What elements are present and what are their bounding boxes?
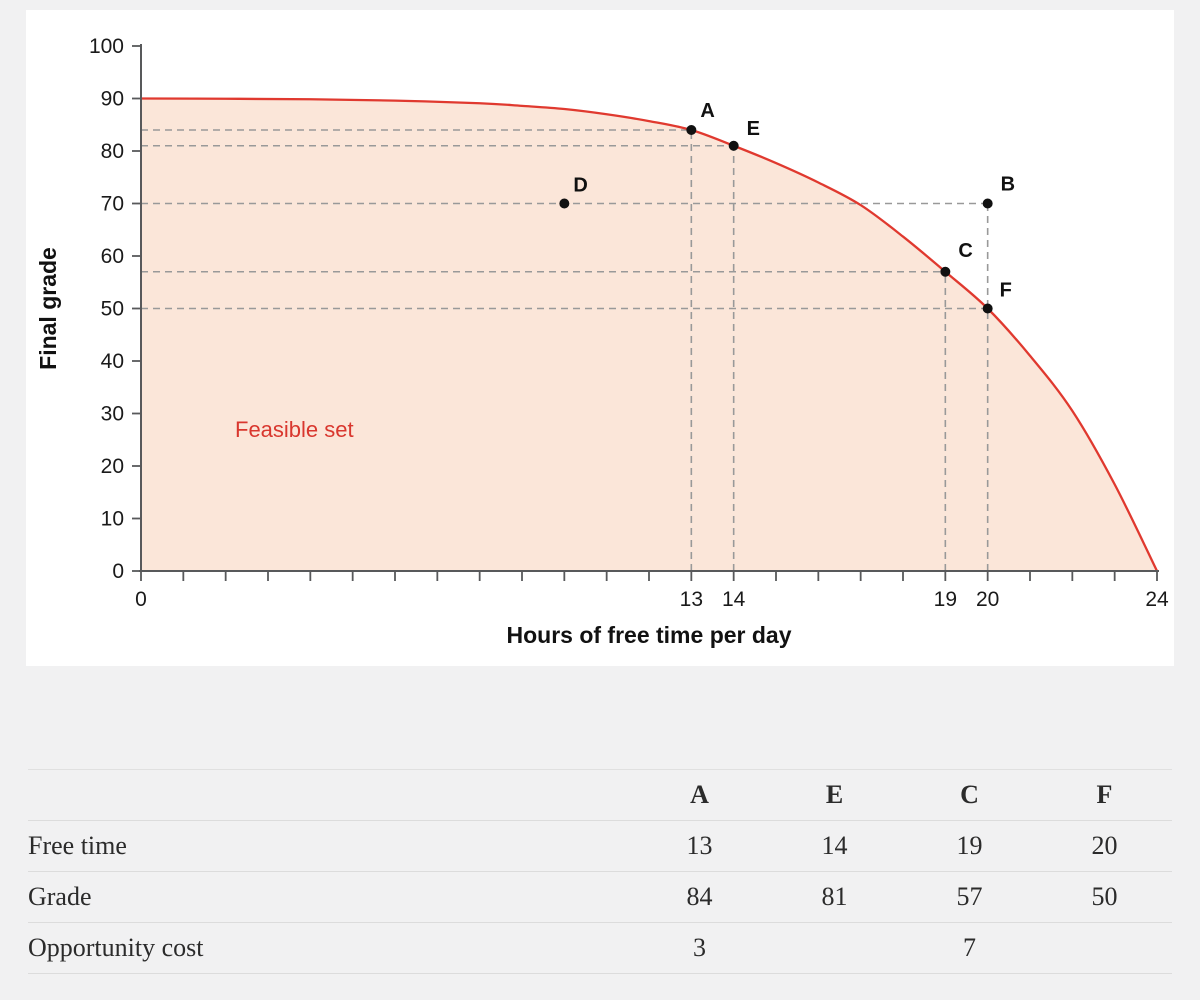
table-row-grade: Grade 84 81 57 50 <box>28 872 1172 923</box>
header-col-a: A <box>690 780 709 809</box>
point-D <box>559 198 570 209</box>
point-label-F: F <box>1000 280 1012 302</box>
point-C <box>940 266 951 277</box>
cell-opportunity-cost-e <box>767 923 902 974</box>
cell-free-time-a: 13 <box>686 831 713 860</box>
row-label: Opportunity cost <box>28 933 204 962</box>
x-axis-title: Hours of free time per day <box>506 622 791 648</box>
y-tick-label-90: 90 <box>101 88 124 111</box>
y-tick-label-0: 0 <box>112 560 124 583</box>
y-tick-label-20: 20 <box>101 455 124 478</box>
points-table-wrap: A E C F Free time 13 14 19 20 Grade 84 8 <box>28 769 1172 974</box>
cell-grade-f: 50 <box>1091 882 1118 911</box>
point-B <box>982 198 993 209</box>
cell-opportunity-cost-f <box>1037 923 1172 974</box>
cell-opportunity-cost-a: 3 <box>693 933 706 962</box>
x-tick-label-20: 20 <box>976 588 999 611</box>
point-label-C: C <box>958 240 972 262</box>
y-tick-label-100: 100 <box>89 35 124 58</box>
y-tick-label-60: 60 <box>101 245 124 268</box>
point-F <box>982 303 993 314</box>
x-tick-label-14: 14 <box>722 588 746 611</box>
cell-grade-a: 84 <box>686 882 713 911</box>
table-header-row: A E C F <box>28 769 1172 821</box>
point-A <box>686 125 697 135</box>
table-row-free-time: Free time 13 14 19 20 <box>28 820 1172 872</box>
y-tick-label-10: 10 <box>101 508 124 531</box>
point-E <box>728 140 739 151</box>
cell-grade-e: 81 <box>821 882 848 911</box>
feasible-area <box>141 98 1157 571</box>
cell-grade-c: 57 <box>956 882 983 911</box>
y-tick-label-70: 70 <box>101 193 124 216</box>
points-table: A E C F Free time 13 14 19 20 Grade 84 8 <box>28 769 1172 974</box>
header-col-e: E <box>825 780 844 809</box>
point-label-B: B <box>1001 174 1015 196</box>
cell-opportunity-cost-c: 7 <box>963 933 976 962</box>
feasible-set-chart-panel: 0 13 14 19 20 24 0 10 20 30 40 50 60 70 80 90 100 Hours o… <box>26 10 1174 666</box>
point-label-D: D <box>573 175 587 197</box>
y-tick-label-80: 80 <box>101 140 124 163</box>
point-label-E: E <box>747 118 760 140</box>
table-row-opportunity-cost: Opportunity cost 3 7 <box>28 923 1172 974</box>
x-tick-label-24: 24 <box>1145 588 1169 611</box>
feasible-set-label: Feasible set <box>235 417 354 442</box>
header-col-c: C <box>960 780 979 809</box>
y-tick-label-50: 50 <box>101 298 124 321</box>
x-tick-label-19: 19 <box>934 588 957 611</box>
header-col-f: F <box>1096 780 1113 809</box>
point-label-A: A <box>700 100 714 122</box>
cell-free-time-f: 20 <box>1091 831 1118 860</box>
cell-free-time-e: 14 <box>821 831 848 860</box>
row-label: Grade <box>28 882 92 911</box>
x-tick-label-13: 13 <box>680 588 703 611</box>
y-tick-label-30: 30 <box>101 403 124 426</box>
y-tick-label-40: 40 <box>101 350 124 373</box>
feasible-set-chart: 0 13 14 19 20 24 0 10 20 30 40 50 60 70 80 90 100 Hours o… <box>35 35 1169 648</box>
cell-free-time-c: 19 <box>956 831 983 860</box>
row-label: Free time <box>28 831 127 860</box>
x-tick-label-0: 0 <box>135 588 147 611</box>
y-axis-title: Final grade <box>35 247 61 370</box>
header-empty <box>28 770 632 821</box>
